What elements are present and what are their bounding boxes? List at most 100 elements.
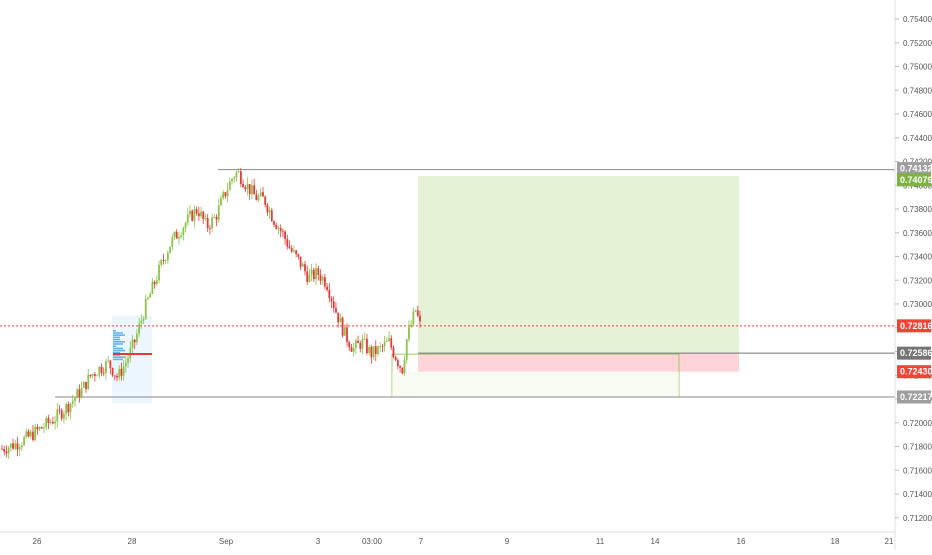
- candle-body: [173, 231, 176, 238]
- candle-body: [312, 269, 315, 280]
- candle-body: [290, 248, 293, 252]
- candle-body: [153, 281, 156, 284]
- candle-body: [74, 398, 76, 401]
- volume-profile-bar: [113, 358, 123, 361]
- candle-body: [357, 340, 359, 343]
- price-tick-label: 0.71600: [903, 466, 932, 475]
- candle-body: [184, 222, 187, 228]
- loss-zone[interactable]: [418, 353, 739, 372]
- support-price-badge: 0.72217: [897, 390, 932, 404]
- profit-zone[interactable]: [418, 175, 739, 354]
- candle-body: [403, 359, 406, 374]
- candle-body: [317, 268, 320, 275]
- candle-body: [299, 256, 302, 267]
- candle-body: [348, 342, 351, 348]
- candle-body: [381, 346, 384, 347]
- candle-body: [40, 427, 43, 429]
- candle-body: [363, 338, 366, 340]
- candle-body: [127, 358, 129, 363]
- candle-body: [189, 210, 191, 215]
- candle-body: [297, 254, 300, 257]
- candle-body: [388, 338, 390, 341]
- candle-body: [257, 196, 260, 201]
- candle-body: [118, 368, 121, 378]
- candle-body: [43, 427, 45, 429]
- candle-body: [162, 259, 165, 261]
- candle-body: [211, 217, 214, 229]
- candle-body: [164, 260, 167, 262]
- price-tick-label: 0.71800: [903, 443, 932, 452]
- candle-body: [288, 246, 291, 249]
- stop-price-badge: 0.72430: [897, 365, 932, 379]
- candle-body: [275, 224, 278, 229]
- price-tick-label: 0.71400: [903, 490, 932, 499]
- candle-body: [85, 381, 87, 390]
- candle-body: [213, 216, 216, 218]
- candle-body: [67, 404, 70, 413]
- candle-body: [248, 184, 251, 195]
- candle-body: [326, 286, 329, 290]
- candle-body: [251, 185, 253, 195]
- candle-body: [293, 250, 295, 252]
- candle-body: [178, 236, 180, 239]
- time-tick-label: 16: [737, 537, 746, 546]
- candle-body: [3, 449, 6, 452]
- candle-body: [166, 252, 169, 261]
- candle-body: [149, 293, 152, 298]
- candle-body: [197, 213, 200, 217]
- candle-body: [36, 426, 39, 430]
- target-price-badge: 0.74079: [897, 173, 932, 187]
- candle-body: [359, 342, 362, 349]
- volume-profile-bar: [113, 338, 120, 341]
- last-price-label: 0.72816: [900, 321, 932, 331]
- price-tick-label: 0.74800: [903, 86, 932, 95]
- candle-body: [323, 277, 326, 287]
- candle-body: [155, 280, 158, 284]
- candle-body: [408, 327, 410, 340]
- stop-price-label: 0.72430: [900, 367, 932, 377]
- candle-body: [354, 340, 357, 348]
- candle-body: [370, 347, 373, 358]
- candle-body: [29, 431, 32, 437]
- candle-body: [76, 389, 79, 399]
- candle-body: [133, 339, 136, 343]
- candle-body: [310, 269, 313, 275]
- price-tick-label: 0.74400: [903, 134, 932, 143]
- candle-body: [328, 289, 331, 299]
- price-tick-label: 0.71200: [903, 514, 932, 523]
- candle-body: [321, 277, 324, 281]
- candle-body: [144, 299, 147, 319]
- candle-body: [182, 227, 185, 236]
- target-price-label: 0.74079: [900, 175, 932, 185]
- candle-body: [396, 360, 399, 366]
- volume-profile-bar: [113, 334, 125, 336]
- price-tick-label: 0.75200: [903, 39, 932, 48]
- candle-body: [253, 185, 256, 195]
- candle-body: [220, 198, 222, 206]
- candle-body: [27, 431, 30, 437]
- resistance-price-badge: 0.74132: [897, 162, 932, 176]
- price-tick-label: 0.75000: [903, 63, 932, 72]
- candle-body: [195, 209, 198, 214]
- candle-body: [242, 183, 244, 188]
- candle-body: [339, 317, 342, 323]
- candle-body: [401, 367, 404, 374]
- candle-body: [142, 318, 145, 321]
- candle-body: [69, 403, 72, 413]
- candle-body: [308, 274, 311, 282]
- candle-body: [98, 366, 101, 376]
- date-range-box-fill: [392, 371, 679, 397]
- candle-body: [405, 339, 408, 360]
- price-tick-label: 0.73200: [903, 276, 932, 285]
- candle-body: [109, 360, 112, 369]
- candle-body: [412, 311, 415, 325]
- candle-body: [5, 451, 8, 454]
- candle-body: [202, 211, 205, 219]
- volume-profile-bar: [113, 330, 116, 332]
- candle-body: [337, 312, 340, 323]
- volume-profile-bar: [113, 356, 125, 358]
- time-axis[interactable]: 26 28 Sep 3 03:00 7 9 11 14 16 18 21: [33, 537, 894, 546]
- candle-body: [158, 264, 160, 281]
- candle-body: [383, 341, 386, 347]
